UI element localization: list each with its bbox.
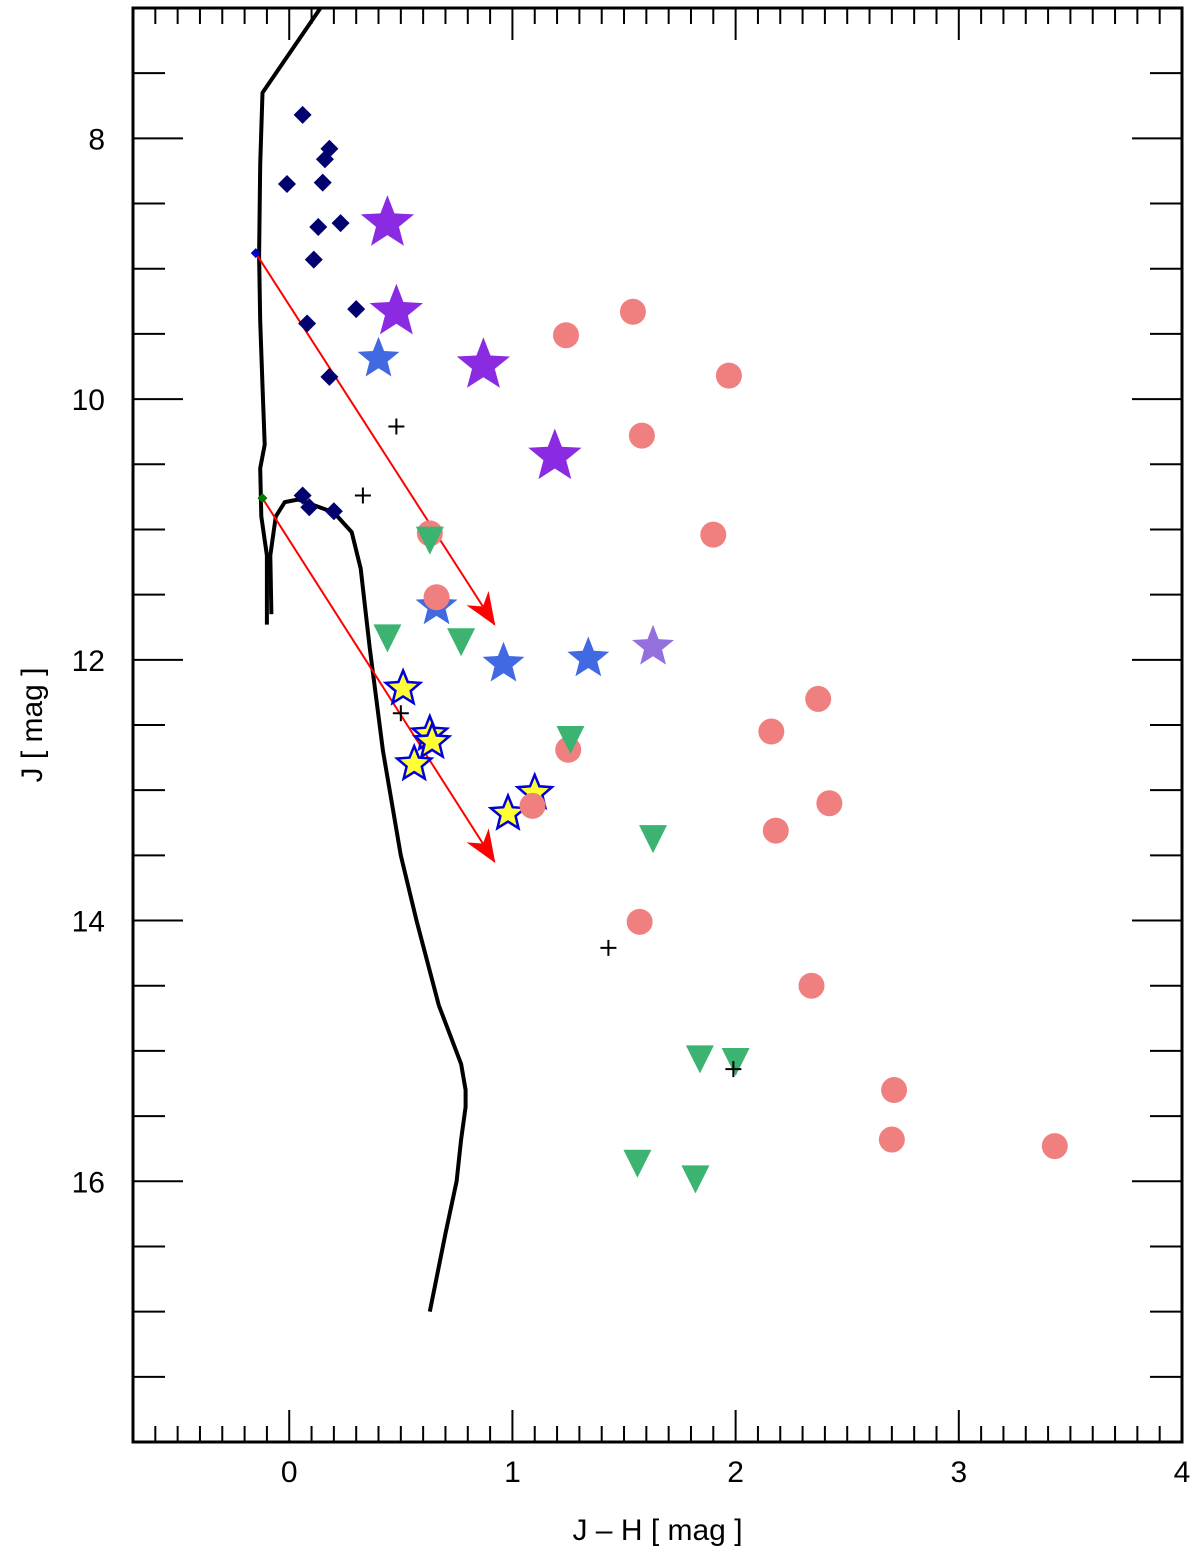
plus-marker	[354, 487, 371, 504]
x-tick-label: 1	[504, 1456, 521, 1489]
circle-marker	[628, 422, 655, 449]
triangle-marker	[639, 825, 668, 854]
purple-star-marker	[369, 283, 423, 335]
x-tick-label: 0	[281, 1456, 298, 1489]
blue-star-marker	[357, 336, 400, 377]
plus-marker	[388, 418, 405, 435]
circle-marker	[519, 792, 546, 819]
diamond-marker	[331, 214, 350, 233]
y-tick-label: 14	[72, 906, 105, 939]
triangle-marker	[685, 1045, 714, 1074]
x-axis-label: J – H [ mag ]	[572, 1514, 742, 1547]
circle-marker	[881, 1077, 908, 1104]
reddening-vectors	[250, 248, 496, 864]
y-tick-label: 16	[72, 1166, 105, 1199]
data-points	[278, 105, 1068, 1194]
x-tick-label: 4	[1174, 1456, 1191, 1489]
circle-marker	[552, 322, 579, 349]
blue-star-marker	[482, 641, 525, 682]
x-tick-label: 3	[950, 1456, 967, 1489]
circle-marker	[715, 362, 742, 389]
diamond-marker	[300, 498, 319, 517]
y-tick-label: 10	[72, 384, 105, 417]
y-tick-label: 12	[72, 645, 105, 678]
plot-frame	[131, 6, 1184, 1444]
plus-marker	[600, 939, 617, 956]
diamond-marker	[313, 173, 332, 192]
circle-marker	[762, 817, 789, 844]
purple-star-marker	[456, 337, 510, 388]
circle-marker	[805, 685, 832, 712]
diamond-marker	[324, 502, 343, 521]
reddening-start-marker	[250, 248, 261, 259]
triangle-marker	[556, 726, 585, 755]
isochrone-upper	[257, 6, 323, 625]
x-tick-label: 2	[727, 1456, 744, 1489]
purple-star-marker	[360, 195, 415, 246]
triangle-marker	[373, 624, 402, 653]
yellow-star-marker	[393, 742, 435, 782]
triangle-marker	[415, 526, 444, 555]
diamond-marker	[320, 139, 339, 158]
axis-ticks	[132, 8, 1183, 1442]
circle-marker	[878, 1126, 905, 1153]
diamond-marker	[347, 300, 366, 319]
diamond-marker	[278, 174, 297, 193]
blue-star-marker	[567, 636, 610, 677]
diamond-marker	[293, 105, 312, 124]
triangle-marker	[721, 1048, 750, 1077]
reddening-arrow-head	[466, 828, 496, 864]
triangle-marker	[681, 1165, 710, 1194]
diamond-marker	[304, 250, 323, 269]
diamond-marker	[309, 218, 328, 237]
diamond-marker	[298, 314, 317, 333]
circle-marker	[423, 584, 450, 611]
reddening-start-marker	[257, 493, 268, 504]
reddening-arrow-head	[466, 591, 496, 626]
circle-marker	[758, 718, 785, 745]
circle-marker	[626, 908, 653, 935]
diamond-marker	[320, 367, 339, 386]
diamond-marker	[293, 486, 312, 505]
yellow-star-marker	[487, 792, 529, 831]
isochrone-lower	[268, 497, 468, 1312]
blue-star-marker	[632, 624, 674, 665]
plus-marker	[725, 1061, 742, 1078]
plus-marker	[392, 705, 409, 722]
reddening-arrow-line	[261, 497, 496, 863]
isochrone-curves	[257, 6, 468, 1312]
circle-marker	[619, 298, 646, 325]
triangle-marker	[623, 1149, 652, 1178]
circle-marker	[798, 972, 825, 999]
reddening-arrow-line	[254, 252, 496, 626]
yellow-star-marker	[382, 667, 424, 706]
y-axis-label: J [ mag ]	[16, 667, 49, 782]
circle-marker	[816, 790, 843, 817]
yellow-star-marker	[411, 720, 453, 760]
y-tick-label: 8	[88, 123, 105, 156]
circle-marker	[700, 521, 727, 548]
triangle-marker	[447, 628, 476, 657]
circle-marker	[1041, 1133, 1068, 1160]
purple-star-marker	[528, 428, 582, 480]
